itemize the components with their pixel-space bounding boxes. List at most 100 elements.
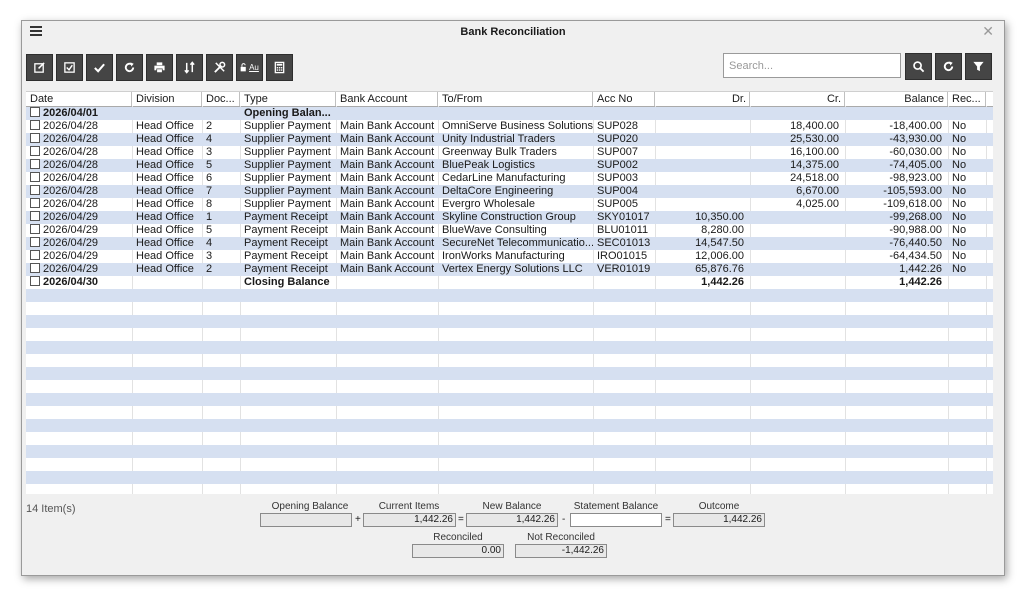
date-text: 2026/04/28: [43, 133, 99, 145]
table-row[interactable]: 2026/04/29 Head Office 2 Payment Receipt Mai…: [26, 263, 993, 276]
refresh-button[interactable]: [116, 54, 143, 81]
calculator-button[interactable]: [266, 54, 293, 81]
cell-type: Payment Receipt: [244, 224, 328, 236]
sort-button[interactable]: [176, 54, 203, 81]
row-checkbox[interactable]: [30, 133, 40, 143]
column-date[interactable]: Date: [26, 92, 132, 106]
column-dr[interactable]: Dr.: [655, 92, 750, 106]
cell-division: Head Office: [136, 250, 194, 262]
row-checkbox[interactable]: [30, 237, 40, 247]
unlock-icon: [240, 63, 246, 72]
cell-division: Head Office: [136, 237, 194, 249]
row-checkbox[interactable]: [30, 185, 40, 195]
table-row[interactable]: 2026/04/29 Head Office 3 Payment Receipt Mai…: [26, 250, 993, 263]
row-checkbox[interactable]: [30, 250, 40, 260]
table-row[interactable]: 2026/04/29 Head Office 1 Payment Receipt Mai…: [26, 211, 993, 224]
cell-acc: SUP005: [597, 198, 638, 210]
date-text: 2026/04/28: [43, 120, 99, 132]
table-row[interactable]: 2026/04/28 Head Office 7 Supplier Payment Ma…: [26, 185, 993, 198]
cell-cr: 25,530.00: [790, 133, 839, 145]
cell-to: BlueWave Consulting: [442, 224, 547, 236]
reload-button[interactable]: [935, 53, 962, 80]
empty-row: [26, 367, 993, 380]
cell-to: Skyline Construction Group: [442, 211, 576, 223]
row-checkbox[interactable]: [30, 146, 40, 156]
table-row[interactable]: 2026/04/28 Head Office 5 Supplier Payment Ma…: [26, 159, 993, 172]
opening-balance-label: Opening Balance: [271, 501, 349, 512]
cell-bank: Main Bank Account: [340, 133, 435, 145]
cell-date: 2026/04/28: [26, 172, 132, 185]
statement-balance-field[interactable]: [570, 513, 662, 527]
printer-icon: [154, 62, 165, 73]
table-row[interactable]: 2026/04/29 Head Office 4 Payment Receipt Mai…: [26, 237, 993, 250]
cell-dr: 10,350.00: [695, 211, 744, 223]
column-cr[interactable]: Cr.: [750, 92, 845, 106]
equals-operator-2: =: [665, 514, 671, 525]
column-doc[interactable]: Doc...: [202, 92, 240, 106]
print-button[interactable]: [146, 54, 173, 81]
search-box[interactable]: [723, 53, 901, 78]
cell-balance: -109,618.00: [883, 198, 942, 210]
search-input[interactable]: [727, 56, 899, 76]
search-button[interactable]: [905, 53, 932, 80]
cell-type: Supplier Payment: [244, 120, 331, 132]
column-balance[interactable]: Balance: [845, 92, 948, 106]
row-checkbox[interactable]: [30, 159, 40, 169]
cell-cr: [750, 237, 845, 250]
table-row[interactable]: 2026/04/28 Head Office 8 Supplier Payment Ma…: [26, 198, 993, 211]
cell-doc: 8: [206, 198, 213, 210]
row-checkbox[interactable]: [30, 198, 40, 208]
row-checkbox[interactable]: [30, 107, 40, 117]
cell-date: 2026/04/28: [26, 120, 132, 133]
cell-dr: [655, 120, 750, 133]
auto-label: Au: [249, 63, 259, 72]
check-square-button[interactable]: [56, 54, 83, 81]
tools-button[interactable]: [206, 54, 233, 81]
table-row[interactable]: 2026/04/28 Head Office 3 Supplier Payment Ma…: [26, 146, 993, 159]
cell-date: 2026/04/29: [26, 250, 132, 263]
cell-type: Supplier Payment: [244, 185, 331, 197]
cell-rec: No: [952, 198, 967, 210]
table-row[interactable]: 2026/04/28 Head Office 4 Supplier Payment Ma…: [26, 133, 993, 146]
filter-button[interactable]: [965, 53, 992, 80]
cell-acc: SEC01013: [597, 237, 651, 249]
title-bar: Bank Reconciliation ✕: [22, 21, 1004, 43]
table-row[interactable]: 2026/04/01 Opening Balan...: [26, 107, 993, 120]
column-reconciled[interactable]: Rec...: [948, 92, 986, 106]
outcome-label: Outcome: [698, 501, 740, 512]
row-checkbox[interactable]: [30, 263, 40, 273]
empty-row: [26, 380, 993, 393]
row-checkbox[interactable]: [30, 224, 40, 234]
column-to-from[interactable]: To/From: [438, 92, 593, 106]
cell-dr: 12,006.00: [695, 250, 744, 262]
cell-acc: IRO01015: [597, 250, 648, 262]
grid-body: 2026/04/01 Opening Balan... 2026/04/28 Head…: [26, 107, 993, 494]
row-checkbox[interactable]: [30, 120, 40, 130]
cell-type: Payment Receipt: [244, 263, 328, 275]
table-row[interactable]: 2026/04/28 Head Office 2 Supplier Payment Ma…: [26, 120, 993, 133]
row-checkbox[interactable]: [30, 211, 40, 221]
close-icon[interactable]: ✕: [982, 23, 994, 39]
column-acc-no[interactable]: Acc No: [593, 92, 655, 106]
cell-bank: Main Bank Account: [340, 172, 435, 184]
menu-icon[interactable]: [30, 26, 42, 36]
column-type[interactable]: Type: [240, 92, 336, 106]
cell-to: Evergro Wholesale: [442, 198, 535, 210]
table-row[interactable]: 2026/04/29 Head Office 5 Payment Receipt Mai…: [26, 224, 993, 237]
column-division[interactable]: Division: [132, 92, 202, 106]
row-checkbox[interactable]: [30, 276, 40, 286]
row-checkbox[interactable]: [30, 172, 40, 182]
empty-row: [26, 393, 993, 406]
cell-acc: [593, 107, 655, 120]
cell-division: Head Office: [136, 198, 194, 210]
edit-button[interactable]: [26, 54, 53, 81]
auto-unlock-button[interactable]: Au: [236, 54, 263, 81]
cell-bank: [336, 107, 438, 120]
cell-dr: [655, 159, 750, 172]
date-text: 2026/04/28: [43, 146, 99, 158]
confirm-button[interactable]: [86, 54, 113, 81]
table-row[interactable]: 2026/04/28 Head Office 6 Supplier Payment Ma…: [26, 172, 993, 185]
column-bank-account[interactable]: Bank Account: [336, 92, 438, 106]
cell-balance: [845, 107, 948, 120]
table-row[interactable]: 2026/04/30 Closing Balance 1,442.26 1,442.2…: [26, 276, 993, 289]
